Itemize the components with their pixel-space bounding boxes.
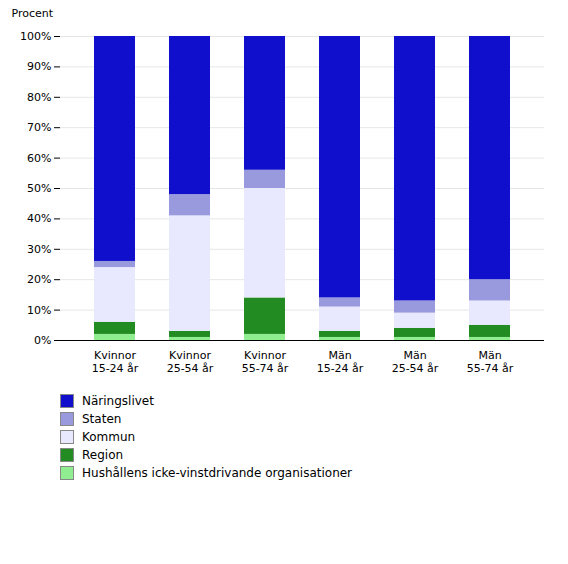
svg-text:Procent: Procent [12,7,54,20]
html-text:Hushållens icke-vinstdrivande: Hushållens icke-vinstdrivande organisati… [82,466,352,480]
html-text:Staten: Staten [82,412,122,426]
svg-text:40%: 40% [27,212,51,225]
svg-text:Män15-24 år: Män15-24 år [317,349,364,375]
svg-text:10%: 10% [27,304,51,317]
svg-text:100%: 100% [20,30,51,43]
svg-text:Kvinnor15-24 år: Kvinnor15-24 år [92,349,139,375]
svg-text:80%: 80% [27,91,51,104]
svg-text:Kvinnor55-74 år: Kvinnor55-74 år [242,349,289,375]
html-text:Region: Region [82,448,124,462]
html-text:Kommun: Kommun [82,430,136,444]
svg-text:20%: 20% [27,273,51,286]
svg-text:90%: 90% [27,60,51,73]
svg-text:30%: 30% [27,243,51,256]
svg-text:Män55-74 år: Män55-74 år [467,349,514,375]
svg-text:70%: 70% [27,121,51,134]
svg-text:0%: 0% [34,334,51,347]
svg-text:60%: 60% [27,152,51,165]
svg-text:Kvinnor25-54 år: Kvinnor25-54 år [167,349,214,375]
svg-text:Män25-54 år: Män25-54 år [392,349,439,375]
svg-text:50%: 50% [27,182,51,195]
html-text:Näringslivet: Näringslivet [82,394,154,408]
